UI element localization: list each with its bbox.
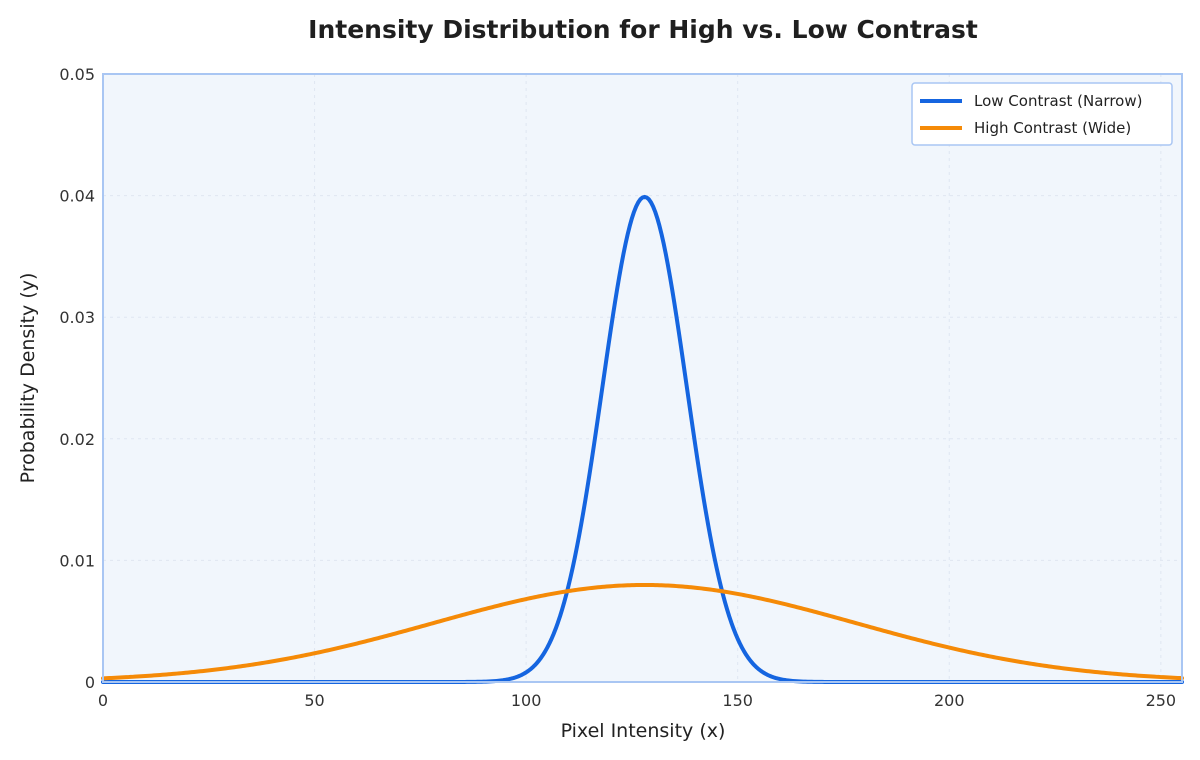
x-tick-label: 200	[934, 691, 965, 710]
y-tick-label: 0	[85, 673, 95, 692]
x-tick-label: 100	[511, 691, 542, 710]
x-tick-label: 250	[1146, 691, 1177, 710]
legend-label-low-contrast: Low Contrast (Narrow)	[974, 92, 1142, 110]
y-tick-label: 0.02	[59, 430, 95, 449]
x-tick-label: 150	[722, 691, 753, 710]
y-tick-label: 0.03	[59, 308, 95, 327]
x-axis-label: Pixel Intensity (x)	[561, 720, 726, 742]
legend-label-high-contrast: High Contrast (Wide)	[974, 119, 1131, 137]
x-axis-ticks: 0 50 100 150 200 250	[98, 691, 1176, 710]
legend-box	[911, 82, 1173, 146]
series-line-high-contrast	[101, 582, 1184, 681]
plot-frame	[102, 73, 1183, 683]
y-tick-label: 0.04	[59, 187, 95, 206]
legend: Low Contrast (Narrow) High Contrast (Wid…	[911, 82, 1173, 146]
y-tick-label: 0.01	[59, 551, 95, 570]
x-tick-label: 0	[98, 691, 108, 710]
y-tick-label: 0.05	[59, 65, 95, 84]
y-axis-label: Probability Density (y)	[17, 273, 39, 484]
chart-title: Intensity Distribution for High vs. Low …	[308, 15, 978, 44]
x-tick-label: 50	[304, 691, 324, 710]
y-axis-ticks: 0 0.01 0.02 0.03 0.04 0.05	[59, 65, 95, 692]
plot-area	[103, 74, 1182, 682]
